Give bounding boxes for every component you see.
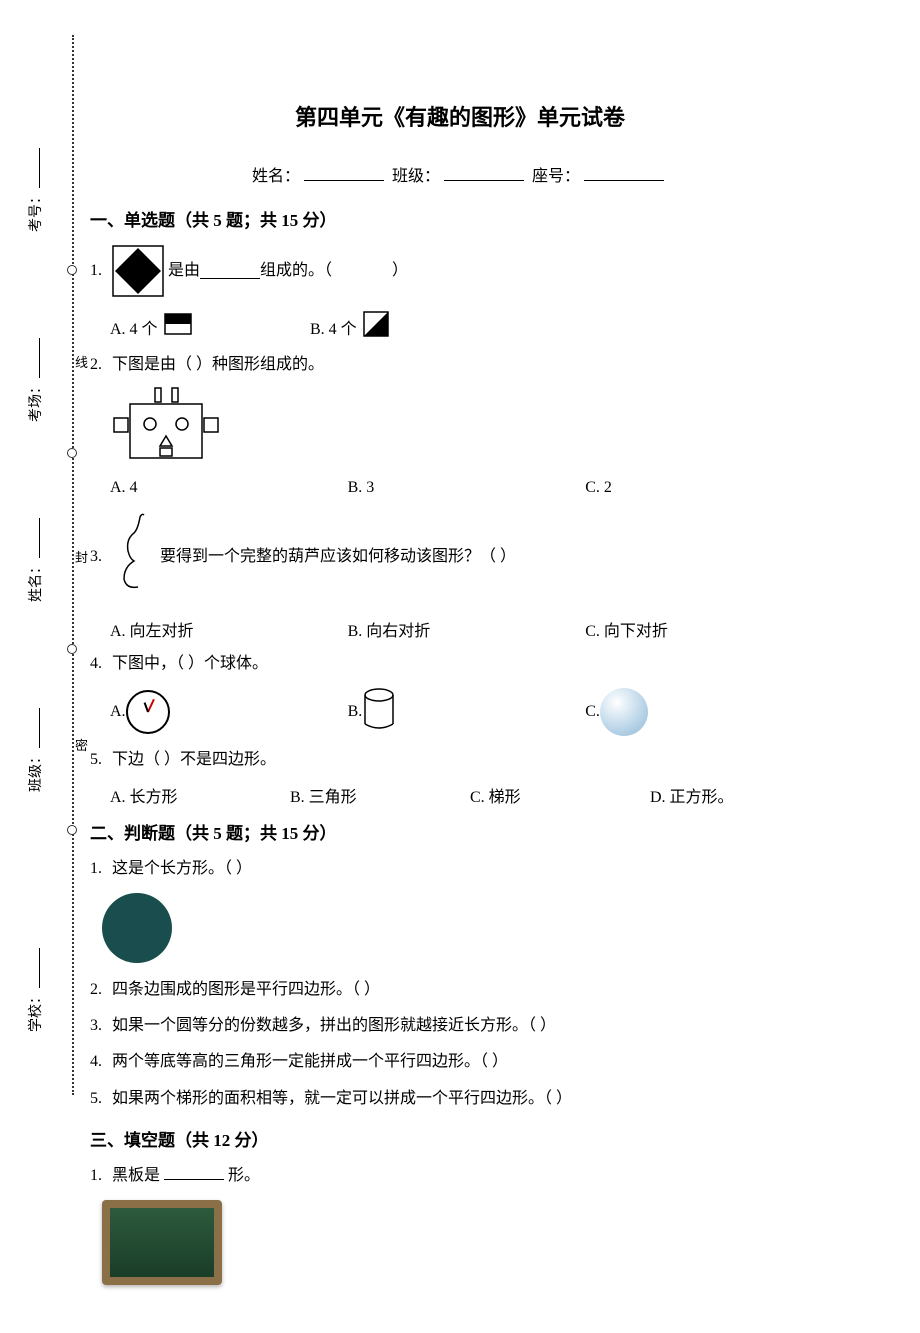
sphere-icon [600, 688, 648, 736]
robot-figure [110, 386, 830, 471]
q1-opt-b: B. 4 个 [310, 311, 510, 342]
q3-text: 要得到一个完整的葫芦应该如何移动该图形？（ ） [160, 541, 516, 573]
q2-opt-b: B. 3 [348, 479, 586, 497]
q3-opt-a: A. 向左对折 [110, 617, 348, 641]
q3-opt-c: C. 向下对折 [585, 617, 823, 641]
q1: 1. 是由 组成的。（ ） [90, 241, 830, 301]
q5-opt-a: A. 长方形 [110, 783, 290, 807]
s2-q2: 2. 四条边围成的图形是平行四边形。（ ） [90, 975, 830, 1005]
section3-header: 三、填空题（共 12 分） [90, 1126, 830, 1151]
q4-options: A. B. C. [110, 688, 830, 737]
blackboard-icon [102, 1200, 222, 1285]
gourd-half-icon [116, 511, 152, 603]
triangle-rect-icon [363, 311, 389, 342]
s2-q1: 1. 这是个长方形。（ ） [90, 854, 830, 884]
half-rect-icon [164, 313, 192, 340]
q4-opt-a: A. [110, 688, 348, 737]
dark-circle-icon [102, 893, 172, 963]
page-content: 第四单元《有趣的图形》单元试卷 姓名： 班级： 座号： 一、单选题（共 5 题；… [0, 0, 920, 1333]
blank-name[interactable] [304, 163, 384, 181]
q3-opt-b: B. 向右对折 [348, 617, 586, 641]
q4-opt-c: C. [585, 688, 823, 737]
q4-num: 4. [90, 655, 102, 672]
q5: 5. 下边（ ）不是四边形。 [90, 745, 830, 775]
diamond-icon [108, 241, 168, 301]
s2-q5: 5. 如果两个梯形的面积相等，就一定可以拼成一个平行四边形。（ ） [90, 1084, 830, 1114]
q2-options: A. 4 B. 3 C. 2 [110, 479, 830, 497]
q1-num: 1. [90, 255, 102, 287]
s2-q3: 3. 如果一个圆等分的份数越多，拼出的图形就越接近长方形。（ ） [90, 1011, 830, 1041]
student-info: 姓名： 班级： 座号： [90, 162, 830, 186]
label-seat: 座号： [532, 168, 580, 185]
q3-options: A. 向左对折 B. 向右对折 C. 向下对折 [110, 617, 830, 641]
page-title: 第四单元《有趣的图形》单元试卷 [90, 100, 830, 132]
q5-num: 5. [90, 751, 102, 768]
q1-text-b: 组成的。（ [260, 255, 332, 287]
s3-q1-blank[interactable] [164, 1164, 224, 1180]
q1-blank[interactable] [200, 263, 260, 279]
s2-q4: 4. 两个等底等高的三角形一定能拼成一个平行四边形。（ ） [90, 1047, 830, 1077]
q5-opt-b: B. 三角形 [290, 783, 470, 807]
q5-options: A. 长方形 B. 三角形 C. 梯形 D. 正方形。 [110, 783, 830, 807]
section2-header: 二、判断题（共 5 题；共 15 分） [90, 819, 830, 844]
s3-q1: 1. 黑板是 形。 [90, 1161, 830, 1191]
q5-opt-c: C. 梯形 [470, 783, 650, 807]
q4-text: 下图中，（ ）个球体。 [112, 655, 268, 672]
label-name: 姓名： [252, 168, 300, 185]
q1-text-c: ） [392, 255, 408, 287]
q2-text: 下图是由（ ）种图形组成的。 [112, 356, 324, 373]
clock-icon [126, 690, 170, 734]
q3: 3. 要得到一个完整的葫芦应该如何移动该图形？（ ） [90, 507, 830, 607]
blank-class[interactable] [444, 163, 524, 181]
q1-text-a: 是由 [168, 255, 200, 287]
q2-opt-c: C. 2 [585, 479, 823, 497]
section1-header: 一、单选题（共 5 题；共 15 分） [90, 206, 830, 231]
q2-num: 2. [90, 356, 102, 373]
q2: 2. 下图是由（ ）种图形组成的。 [90, 350, 830, 380]
q5-text: 下边（ ）不是四边形。 [112, 751, 276, 768]
label-class: 班级： [392, 168, 440, 185]
q4: 4. 下图中，（ ）个球体。 [90, 649, 830, 679]
q1-options: A. 4 个 B. 4 个 [110, 311, 510, 342]
q2-opt-a: A. 4 [110, 479, 348, 497]
q1-opt-a: A. 4 个 [110, 311, 310, 342]
q3-num: 3. [90, 541, 102, 573]
blank-seat[interactable] [584, 163, 664, 181]
cylinder-icon [362, 688, 396, 737]
q5-opt-d: D. 正方形。 [650, 783, 830, 807]
q4-opt-b: B. [348, 688, 586, 737]
